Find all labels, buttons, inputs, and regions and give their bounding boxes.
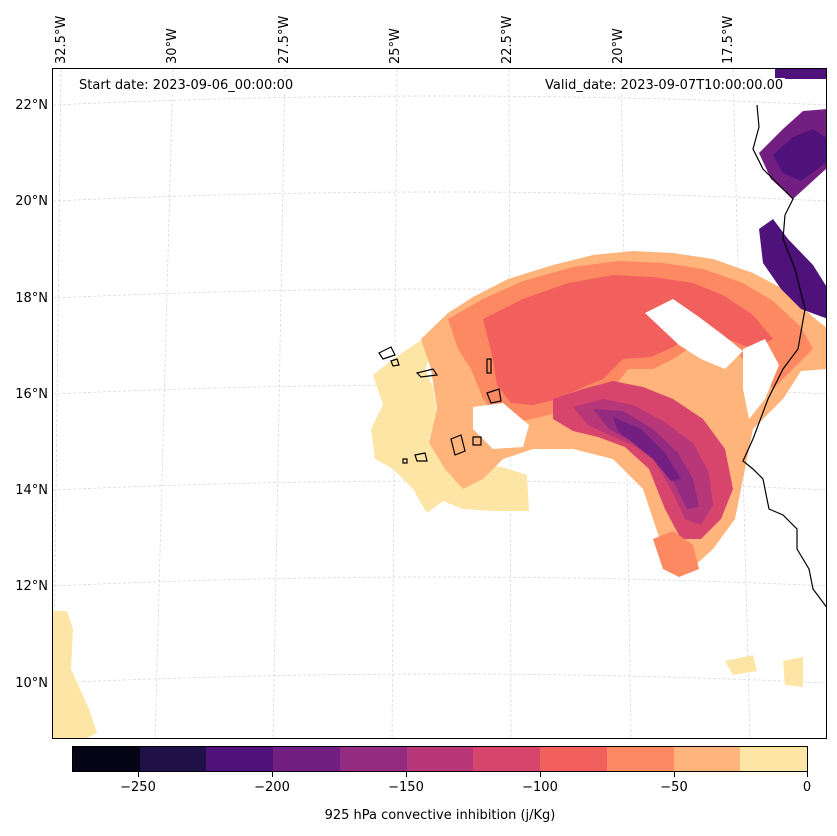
parallel-22n [53,95,826,106]
parallel-20n [53,191,826,202]
cin-region-south-b [725,655,757,675]
cin-region-northeast-inner [773,129,826,181]
parallel-10n [53,673,826,684]
colorbar-title: 925 hPa convective inhibition (j/Kg) [324,808,556,823]
island-sao-nicolau [415,368,439,378]
meridian-32-5w [53,69,62,738]
lon-label-30w: 30°W [165,28,180,64]
valid-date-label: Valid_date: 2023-09-07T10:00:00.00 [543,78,786,93]
cb-ticklabel-minus100: −100 [522,780,558,795]
colorbar-segment-3 [273,747,340,771]
gap-south [473,403,529,449]
map-plot-area [52,68,827,739]
gap-central [645,299,743,369]
cb-tick-minus150 [406,772,407,777]
colorbar [72,746,808,772]
cin-region-coastal-strip [759,219,826,319]
colorbar-segment-0 [73,747,140,771]
african-coastline [742,104,826,608]
cin-region-top-corner [775,69,826,79]
cb-ticklabel-minus250: −250 [120,780,156,795]
lat-label-18n: 18°N [15,291,48,306]
island-santiago [450,434,466,456]
colorbar-segment-5 [406,747,474,771]
lat-label-12n: 12°N [15,579,48,594]
cin-contours [53,69,826,738]
colorbar-segment-7 [540,747,607,771]
lon-label-25w: 25°W [388,28,403,64]
plume-gaps [473,299,779,449]
island-boa-vista [486,388,502,404]
gap-east [743,339,779,419]
cb-ticklabel-minus150: −150 [388,780,424,795]
lat-label-14n: 14°N [15,483,48,498]
lon-label-32-5w: 32.5°W [54,15,69,64]
cin-region-75-to-100 [483,275,773,405]
lon-label-17-5w: 17.5°W [721,15,736,64]
coastlines [378,104,826,608]
colorbar-segment-9 [673,747,741,771]
colorbar-segment-4 [339,747,407,771]
meridian-30w [154,69,174,738]
cb-ticklabel-minus50: −50 [660,780,688,795]
meridian-27-5w [272,69,286,738]
lon-label-27-5w: 27.5°W [277,15,292,64]
lat-label-10n: 10°N [15,676,48,691]
cin-region-southwest [53,611,97,738]
island-brava [402,458,408,464]
island-fogo [414,452,428,462]
cb-tick-minus50 [674,772,675,777]
cb-tick-minus200 [272,772,273,777]
lat-label-20n: 20°N [15,194,48,209]
island-maio [472,436,482,446]
cin-region-south-a [653,531,699,577]
cb-tick-0 [807,772,808,777]
lat-label-22n: 22°N [15,98,48,113]
island-sal [486,358,492,374]
lon-label-22-5w: 22.5°W [500,15,515,64]
cin-region-125-to-150 [573,399,713,525]
colorbar-segment-1 [139,747,207,771]
cin-region-150-to-175 [593,409,699,509]
lon-label-20w: 20°W [611,28,626,64]
parallel-12n [53,576,826,587]
cb-tick-minus100 [540,772,541,777]
cb-tick-minus250 [138,772,139,777]
colorbar-segment-2 [206,747,274,771]
colorbar-segment-10 [740,747,808,771]
colorbar-segment-8 [606,747,674,771]
start-date-label: Start date: 2023-09-06_00:00:00 [77,78,296,93]
map-svg [53,69,826,738]
cin-region-south-c [783,657,803,687]
island-santo-antao [378,346,396,360]
lat-label-16n: 16°N [15,387,48,402]
island-sao-vicente [390,358,400,367]
colorbar-segment-6 [473,747,541,771]
cin-region-175-to-200 [613,417,681,481]
cb-ticklabel-0: 0 [802,780,812,795]
cb-ticklabel-minus200: −200 [254,780,290,795]
